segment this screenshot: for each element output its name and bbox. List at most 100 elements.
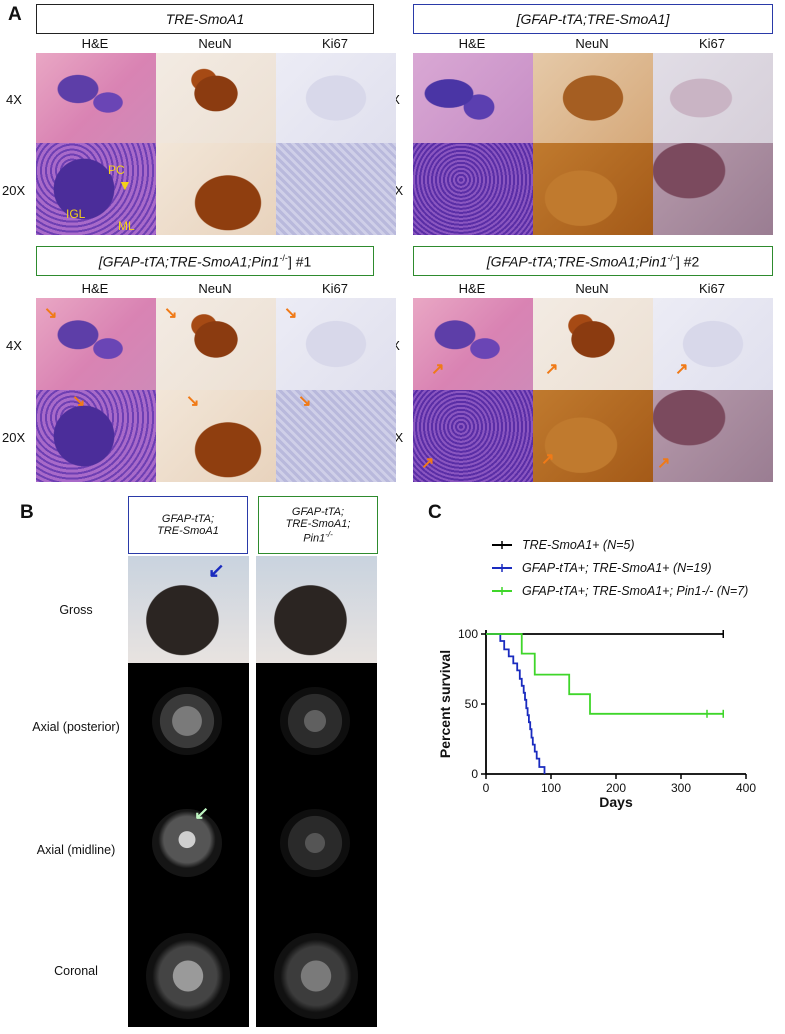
annotation-igl: IGL xyxy=(66,207,86,221)
y-tick-label: 100 xyxy=(458,627,478,641)
micrograph-neun-20x: ↗ xyxy=(533,390,653,482)
micrograph-ki67-20x xyxy=(276,143,396,235)
chart-curves xyxy=(486,630,724,774)
orange-arrow-icon: ↘ xyxy=(72,393,86,410)
group-title-pin1-1: [GFAP-tTA;TRE-SmoA1;Pin1-/-] #1 xyxy=(36,246,374,276)
group-title-tre-smoa1: TRE-SmoA1 xyxy=(36,4,374,34)
orange-arrow-icon: ↗ xyxy=(541,451,555,468)
micrograph-he-20x: ↗ xyxy=(413,390,533,482)
x-tick-label: 300 xyxy=(671,781,691,795)
row-label-axial-posterior: Axial (posterior) xyxy=(32,720,120,734)
micrograph-he-20x: PC ▼ IGL ML xyxy=(36,143,156,235)
orange-arrow-icon: ↗ xyxy=(545,361,559,378)
group-title-text: [GFAP-tTA;TRE-SmoA1] xyxy=(516,11,670,27)
orange-arrow-icon: ↗ xyxy=(431,361,445,378)
orange-arrow-icon: ↗ xyxy=(657,455,671,472)
micrograph-he-4x xyxy=(413,53,533,143)
micrograph-neun-20x xyxy=(156,143,276,235)
micrograph-he-4x: ↗ xyxy=(413,298,533,390)
y-axis-label: Percent survival xyxy=(437,650,453,758)
micrograph-ki67-4x: ↘ xyxy=(276,298,396,390)
orange-arrow-icon: ↘ xyxy=(284,305,298,322)
chart-axes: 0 50 100 0 100 200 300 400 Days Percent survival xyxy=(437,627,756,810)
row-label-axial-midline: Axial (midline) xyxy=(36,843,116,857)
orange-arrow-icon: ↘ xyxy=(186,393,200,410)
x-tick-label: 100 xyxy=(541,781,561,795)
mouse-photo-gfap-tre-pin1 xyxy=(256,556,377,663)
survival-curve xyxy=(486,633,546,774)
legend-entry: GFAP-tTA+; TRE-SmoA1+; Pin1-/- (N=7) xyxy=(522,584,748,598)
orange-arrow-icon: ↗ xyxy=(675,361,689,378)
column-header-line: GFAP-tTA; xyxy=(161,513,215,525)
micrograph-neun-4x: ↘ xyxy=(156,298,276,390)
micrograph-he-4x: ↘ xyxy=(36,298,156,390)
group-title-pin1-2: [GFAP-tTA;TRE-SmoA1;Pin1-/-] #2 xyxy=(413,246,773,276)
blue-arrow-icon: ↙ xyxy=(208,560,225,582)
row-label-coronal: Coronal xyxy=(54,964,98,978)
mri-column-gfap-tre: ↙ xyxy=(128,663,249,1027)
stain-label-neun: NeuN xyxy=(198,281,232,296)
micrograph-ki67-4x: ↗ xyxy=(653,298,773,390)
mag-label-4x: 4X xyxy=(6,92,22,107)
mri-column-gfap-tre-pin1 xyxy=(256,663,377,1027)
stain-label-he: H&E xyxy=(458,36,486,51)
legend-entry: GFAP-tTA+; TRE-SmoA1+ (N=19) xyxy=(522,561,712,575)
annotation-pc: PC xyxy=(108,163,125,177)
mri-axial-posterior xyxy=(280,687,350,755)
micrograph-neun-4x: ↗ xyxy=(533,298,653,390)
micrograph-ki67-4x xyxy=(653,53,773,143)
stain-label-neun: NeuN xyxy=(575,36,609,51)
stain-label-he: H&E xyxy=(458,281,486,296)
panel-a-label: A xyxy=(8,4,22,25)
micrograph-ki67-20x: ↗ xyxy=(653,390,773,482)
micrograph-neun-4x xyxy=(533,53,653,143)
orange-arrow-icon: ↘ xyxy=(164,305,178,322)
orange-arrow-icon: ↘ xyxy=(44,305,58,322)
annotation-ml: ML xyxy=(118,219,135,233)
stain-label-neun: NeuN xyxy=(198,36,232,51)
stain-label-he: H&E xyxy=(81,281,109,296)
x-tick-label: 0 xyxy=(483,781,490,795)
group-title-gfap-tre: [GFAP-tTA;TRE-SmoA1] xyxy=(413,4,773,34)
column-header-gfap-tre-pin1: GFAP-tTA; TRE-SmoA1; Pin1-/- xyxy=(258,496,378,554)
stain-label-ki67: Ki67 xyxy=(698,36,726,51)
group-title-text: [GFAP-tTA;TRE-SmoA1;Pin1-/-] #1 xyxy=(98,252,312,270)
micrograph-neun-20x xyxy=(533,143,653,235)
x-axis-label: Days xyxy=(599,794,633,810)
micrograph-he-20x: ↘ xyxy=(36,390,156,482)
mri-coronal xyxy=(146,933,230,1019)
column-header-line: TRE-SmoA1; xyxy=(285,517,351,530)
legend-entry: TRE-SmoA1+ (N=5) xyxy=(522,538,635,552)
orange-arrow-icon: ↗ xyxy=(421,455,435,472)
micrograph-ki67-4x xyxy=(276,53,396,143)
column-header-line: TRE-SmoA1 xyxy=(157,525,219,537)
micrograph-neun-20x: ↘ xyxy=(156,390,276,482)
annotation-pc-arrow: ▼ xyxy=(118,177,132,193)
group-title-text: TRE-SmoA1 xyxy=(165,11,245,27)
micrograph-ki67-20x: ↘ xyxy=(276,390,396,482)
x-tick-label: 200 xyxy=(606,781,626,795)
x-tick-label: 400 xyxy=(736,781,756,795)
stain-label-neun: NeuN xyxy=(575,281,609,296)
stain-label-ki67: Ki67 xyxy=(321,36,349,51)
stain-label-ki67: Ki67 xyxy=(321,281,349,296)
mri-axial-posterior xyxy=(152,687,222,755)
micrograph-ki67-20x xyxy=(653,143,773,235)
column-header-line: GFAP-tTA; xyxy=(291,505,345,518)
orange-arrow-icon: ↘ xyxy=(298,393,312,410)
micrograph-he-20x xyxy=(413,143,533,235)
micrograph-neun-4x xyxy=(156,53,276,143)
survival-chart: TRE-SmoA1+ (N=5) GFAP-tTA+; TRE-SmoA1+ (N… xyxy=(437,538,756,810)
green-arrow-icon: ↙ xyxy=(194,803,210,823)
stain-label-he: H&E xyxy=(81,36,109,51)
stain-label-ki67: Ki67 xyxy=(698,281,726,296)
mouse-photo-gfap-tre: ↙ xyxy=(128,556,249,663)
survival-curve xyxy=(486,633,724,715)
y-tick-label: 0 xyxy=(471,767,478,781)
micrograph-he-4x xyxy=(36,53,156,143)
mag-label-20x: 20X xyxy=(2,183,26,198)
panel-c-label: C xyxy=(428,502,442,523)
y-tick-label: 50 xyxy=(465,697,479,711)
column-header-line: Pin1-/- xyxy=(303,529,333,545)
column-header-gfap-tre: GFAP-tTA; TRE-SmoA1 xyxy=(128,496,248,554)
